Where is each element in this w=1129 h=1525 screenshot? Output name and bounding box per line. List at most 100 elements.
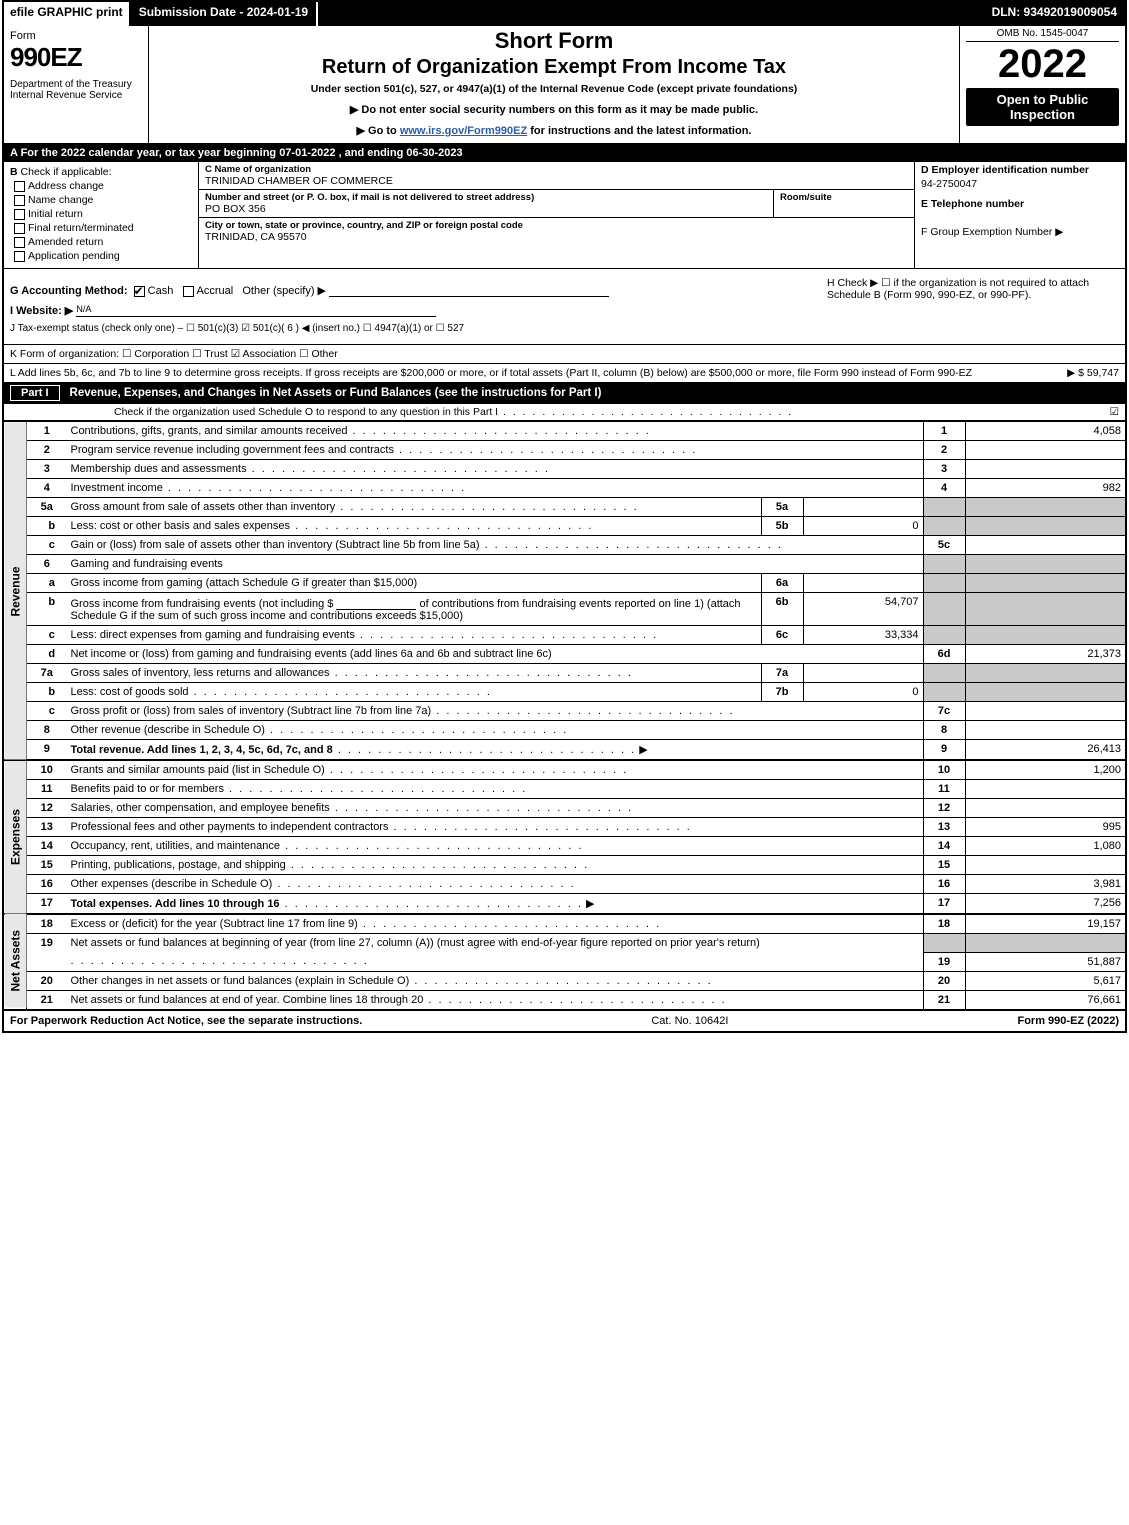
line-10: Expenses 10Grants and similar amounts pa… [4,760,1125,780]
omb-number: OMB No. 1545-0047 [966,28,1119,42]
form-number: 990EZ [10,42,142,73]
B-label: B [10,166,18,178]
part1-sub-text: Check if the organization used Schedule … [114,406,1110,418]
header-mid: Short Form Return of Organization Exempt… [149,26,960,143]
line-19b: 1951,887 [4,952,1125,971]
line-7a: 7aGross sales of inventory, less returns… [4,664,1125,683]
row-A: A For the 2022 calendar year, or tax yea… [4,144,1125,162]
col-B: B Check if applicable: Address change Na… [4,162,199,268]
row-H: H Check ▶ ☐ if the organization is not r… [819,277,1119,340]
L-amount: ▶ $ 59,747 [1059,367,1119,379]
line-16: 16Other expenses (describe in Schedule O… [4,875,1125,894]
note-url: ▶ Go to www.irs.gov/Form990EZ for instru… [157,124,951,137]
C-name-label: C Name of organization [205,164,908,175]
chk-amended-return[interactable]: Amended return [14,236,192,248]
6b-blank[interactable] [336,596,416,610]
tax-year: 2022 [966,44,1119,84]
street-label: Number and street (or P. O. box, if mail… [205,192,767,203]
org-name: TRINIDAD CHAMBER OF COMMERCE [205,175,908,187]
col-C: C Name of organization TRINIDAD CHAMBER … [199,162,915,268]
line-1: Revenue 1 Contributions, gifts, grants, … [4,422,1125,441]
line-11: 11Benefits paid to or for members11 [4,780,1125,799]
chk-app-pending[interactable]: Application pending [14,250,192,262]
line-2: 2Program service revenue including gover… [4,441,1125,460]
top-bar: efile GRAPHIC print Submission Date - 20… [4,2,1125,26]
note-url-pre: ▶ Go to [357,125,400,137]
line-18: Net Assets 18Excess or (deficit) for the… [4,914,1125,934]
line-15: 15Printing, publications, postage, and s… [4,856,1125,875]
side-netassets: Net Assets [4,914,27,1009]
row-J: J Tax-exempt status (check only one) – ☐… [10,323,819,334]
line-21: 21Net assets or fund balances at end of … [4,990,1125,1009]
line-20: 20Other changes in net assets or fund ba… [4,971,1125,990]
footer-mid: Cat. No. 10642I [651,1015,728,1027]
room-label: Room/suite [780,192,908,203]
org-name-cell: C Name of organization TRINIDAD CHAMBER … [199,162,914,190]
F-label: F Group Exemption Number ▶ [921,226,1119,238]
line-8: 8Other revenue (describe in Schedule O) … [4,721,1125,740]
part1-sub-check[interactable]: ☑ [1110,406,1119,418]
side-revenue: Revenue [4,422,27,761]
street-cell: Number and street (or P. O. box, if mail… [199,190,914,218]
chk-initial-return[interactable]: Initial return [14,208,192,220]
D-label: D Employer identification number [921,164,1119,176]
line-17: 17 Total expenses. Add lines 10 through … [4,894,1125,915]
row-I: I Website: ▶ N/A [10,303,819,317]
line-6: 6Gaming and fundraising events [4,555,1125,574]
part1-sub: Check if the organization used Schedule … [4,404,1125,421]
city-value: TRINIDAD, CA 95570 [205,231,908,243]
chk-accrual[interactable] [183,286,194,297]
note-url-post: for instructions and the latest informat… [527,125,751,137]
row-L: L Add lines 5b, 6c, and 7b to line 9 to … [4,363,1125,382]
chk-name-change[interactable]: Name change [14,194,192,206]
chk-final-return[interactable]: Final return/terminated [14,222,192,234]
header-right: OMB No. 1545-0047 2022 Open to Public In… [960,26,1125,143]
title-short-form: Short Form [157,28,951,54]
irs-link[interactable]: www.irs.gov/Form990EZ [400,125,527,137]
city-label: City or town, state or province, country… [205,220,908,231]
chk-cash[interactable] [134,286,145,297]
dept-label: Department of the Treasury Internal Reve… [10,79,142,101]
line-6c: cLess: direct expenses from gaming and f… [4,626,1125,645]
open-to-public: Open to Public Inspection [966,88,1119,126]
line-7c: cGross profit or (loss) from sales of in… [4,702,1125,721]
form-990ez: efile GRAPHIC print Submission Date - 20… [2,0,1127,1033]
line-14: 14Occupancy, rent, utilities, and mainte… [4,837,1125,856]
line-13: 13Professional fees and other payments t… [4,818,1125,837]
line-5a: 5aGross amount from sale of assets other… [4,498,1125,517]
line-19a: 19Net assets or fund balances at beginni… [4,934,1125,953]
line-9: 9 Total revenue. Add lines 1, 2, 3, 4, 5… [4,740,1125,761]
chk-address-change[interactable]: Address change [14,180,192,192]
dln: DLN: 93492019009054 [984,2,1125,26]
line-3: 3Membership dues and assessments 3 [4,460,1125,479]
line-5c: cGain or (loss) from sale of assets othe… [4,536,1125,555]
block-B-to-F: B Check if applicable: Address change Na… [4,162,1125,269]
L-text: L Add lines 5b, 6c, and 7b to line 9 to … [10,367,1059,379]
other-specify-field[interactable] [329,283,609,297]
block-GHI: G Accounting Method: Cash Accrual Other … [4,269,1125,344]
submission-date: Submission Date - 2024-01-19 [131,2,318,26]
street-value: PO BOX 356 [205,203,767,215]
part1-label: Part I [10,385,60,401]
line-7b: bLess: cost of goods sold 7b0 [4,683,1125,702]
line-6a: aGross income from gaming (attach Schedu… [4,574,1125,593]
line-6b: b Gross income from fundraising events (… [4,593,1125,626]
subtitle: Under section 501(c), 527, or 4947(a)(1)… [157,83,951,95]
col-DEF: D Employer identification number 94-2750… [915,162,1125,268]
header-left: Form 990EZ Department of the Treasury In… [4,26,149,143]
title-main: Return of Organization Exempt From Incom… [157,56,951,79]
efile-label: efile GRAPHIC print [4,2,131,26]
website-field[interactable]: N/A [76,303,436,317]
form-header: Form 990EZ Department of the Treasury In… [4,26,1125,144]
lines-table: Revenue 1 Contributions, gifts, grants, … [4,421,1125,1009]
city-cell: City or town, state or province, country… [199,218,914,245]
row-G: G Accounting Method: Cash Accrual Other … [10,283,819,297]
note-ssn: ▶ Do not enter social security numbers o… [157,103,951,116]
ein-value: 94-2750047 [921,178,1119,190]
footer-right: Form 990-EZ (2022) [1017,1015,1119,1027]
page-footer: For Paperwork Reduction Act Notice, see … [4,1009,1125,1031]
I-label: I Website: ▶ [10,305,73,317]
footer-left: For Paperwork Reduction Act Notice, see … [10,1015,362,1027]
line-6d: dNet income or (loss) from gaming and fu… [4,645,1125,664]
G-label: G Accounting Method: [10,285,128,297]
